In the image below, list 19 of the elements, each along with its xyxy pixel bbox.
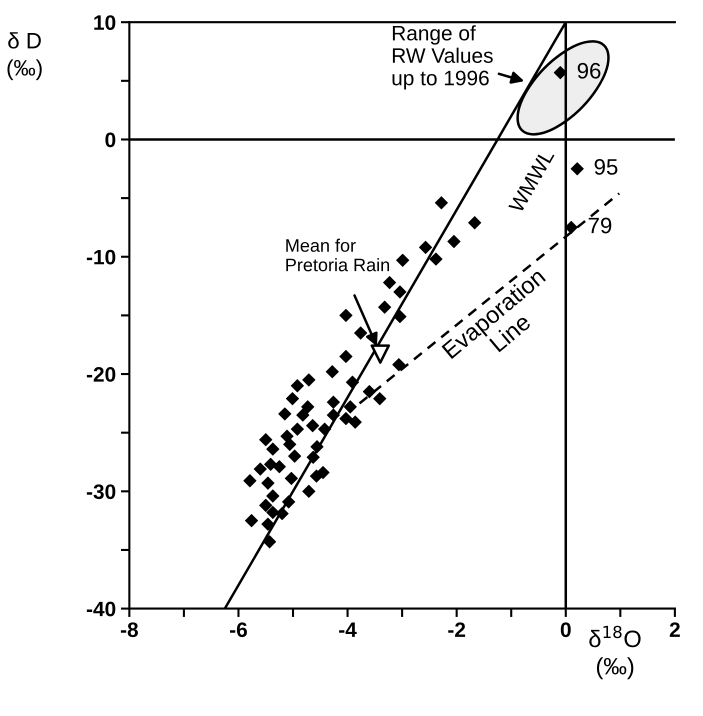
- annotation: 95: [594, 159, 618, 175]
- annotation: 96: [578, 62, 600, 79]
- x-tick-label: -6: [230, 622, 247, 638]
- annotation: Mean for Pretoria Rain: [286, 238, 390, 272]
- x-tick-label: 2: [670, 622, 680, 637]
- y-tick-label: 10: [94, 15, 116, 30]
- x-tick-label: 0: [560, 622, 571, 638]
- x-tick-label: -2: [448, 622, 466, 637]
- annotation: Range of RW Values up to 1996: [392, 25, 493, 90]
- x-tick-label: -4: [339, 622, 357, 637]
- y-tick-label: -20: [86, 367, 116, 382]
- x-tick-label: -8: [120, 622, 138, 638]
- y-axis-title: δ D (‰): [7, 32, 42, 80]
- annotation: 79: [588, 218, 612, 234]
- y-tick-label: -10: [86, 250, 116, 265]
- x-axis-title: δ$^{18}$O (‰): [589, 626, 641, 680]
- y-tick-label: -40: [86, 602, 116, 616]
- y-tick-label: 0: [105, 132, 116, 148]
- y-tick-label: -30: [86, 484, 116, 500]
